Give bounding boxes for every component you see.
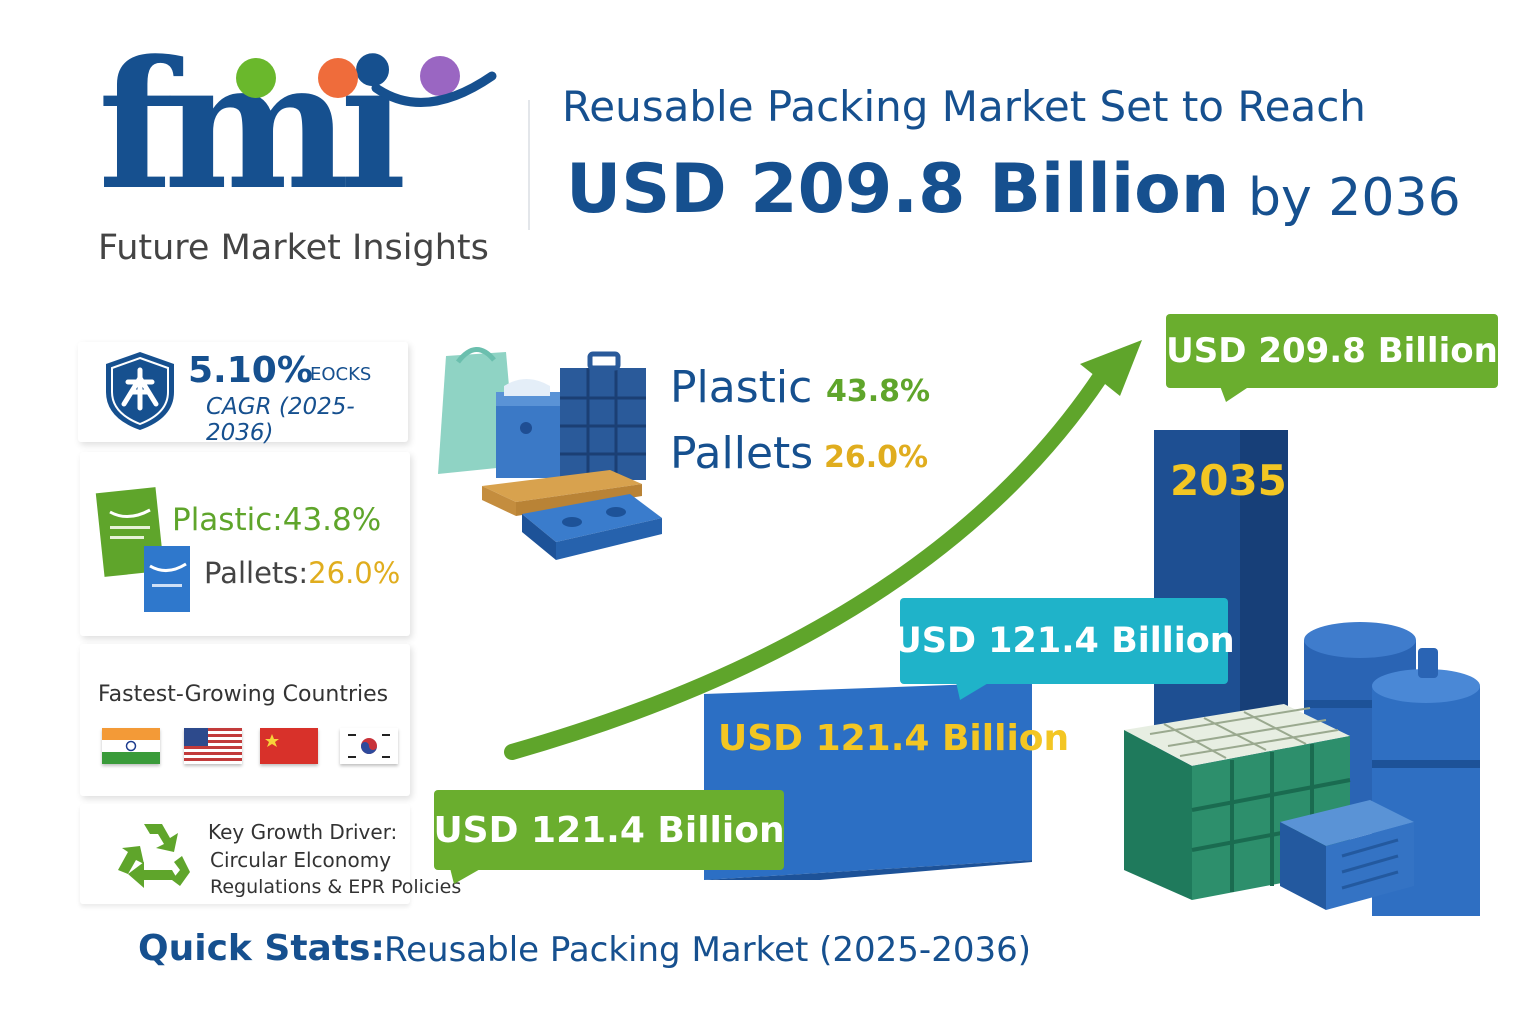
china-flag [260,728,318,764]
middle-block [704,682,1032,880]
segment-pallets-label: Pallets: [204,556,309,590]
product-pallets-value: 26.0% [824,440,929,475]
usa-flag [184,728,242,764]
green-crate [1124,704,1351,900]
footer-title: Reusable Packing Market (2025-2036) [384,930,1031,970]
cagr-card: 5.10% EOCKS CAGR (2025-2036) [78,342,408,446]
segment-pallets-value: 26.0% [308,556,401,590]
callout-top-value: USD 209.8 Billion [1166,314,1498,388]
product-pallets-label: Pallets [670,428,814,479]
bag-icon [95,487,190,612]
growth-arrow [504,354,1118,760]
growth-arrow-head [1080,340,1142,396]
segment-plastic-value: 43.8% [282,502,382,538]
growth-visual [450,340,1480,916]
middle-bar-value-label: USD 121.4 Billion [718,718,1070,759]
driver-card: Key Growth Driver: Circular Elconomy Reg… [80,804,461,904]
cagr-value: 5.10% [188,350,313,391]
small-blue-crate [1280,800,1414,910]
recycle-icon [118,824,190,888]
segment-plastic-label: Plastic: [172,502,283,538]
company-name: Future Market Insights [98,228,489,268]
segment-plastic: Plastic:43.8% [172,502,381,538]
packaging-products-illustration [438,347,662,560]
cagr-label: CAGR (2025-2036) [206,394,355,446]
driver-line-2: Regulations & EPR Policies [210,876,462,898]
headline-suffix: by 2036 [1248,168,1461,228]
south-korea-flag [340,728,398,764]
headline-line: Reusable Packing Market Set to Reach [562,82,1366,131]
logo-dot-orange [318,58,358,98]
india-flag [102,728,160,764]
driver-line-1: Circular Elconomy [210,848,392,872]
tall-bar-year-label: 2035 [1170,456,1287,505]
logo-dot-purple [420,56,460,96]
segment-pallets: Pallets:26.0% [204,556,400,590]
callout-low-value: USD 121.4 Billion [433,790,785,870]
footer-prefix: Quick Stats: [138,928,385,969]
driver-title: Key Growth Driver: [208,820,398,844]
callout-middle-value: USD 121.4 Billion [893,598,1235,684]
countries-card: Fastest-Growing Countries [80,644,410,796]
logo-swoosh [371,71,497,107]
product-plastic-label: Plastic [670,362,813,413]
cagr-extra-text: EOCKS [310,364,372,385]
shield-icon [106,352,174,430]
headline-value: USD 209.8 Billion [566,150,1230,229]
logo: fmi Future Market Insights [0,0,520,270]
product-plastic-value: 43.8% [826,374,931,409]
segment-card: Plastic:43.8% Pallets:26.0% [80,452,410,636]
logo-dot-green [236,58,276,98]
countries-title: Fastest-Growing Countries [98,682,389,707]
header-divider [528,100,530,230]
